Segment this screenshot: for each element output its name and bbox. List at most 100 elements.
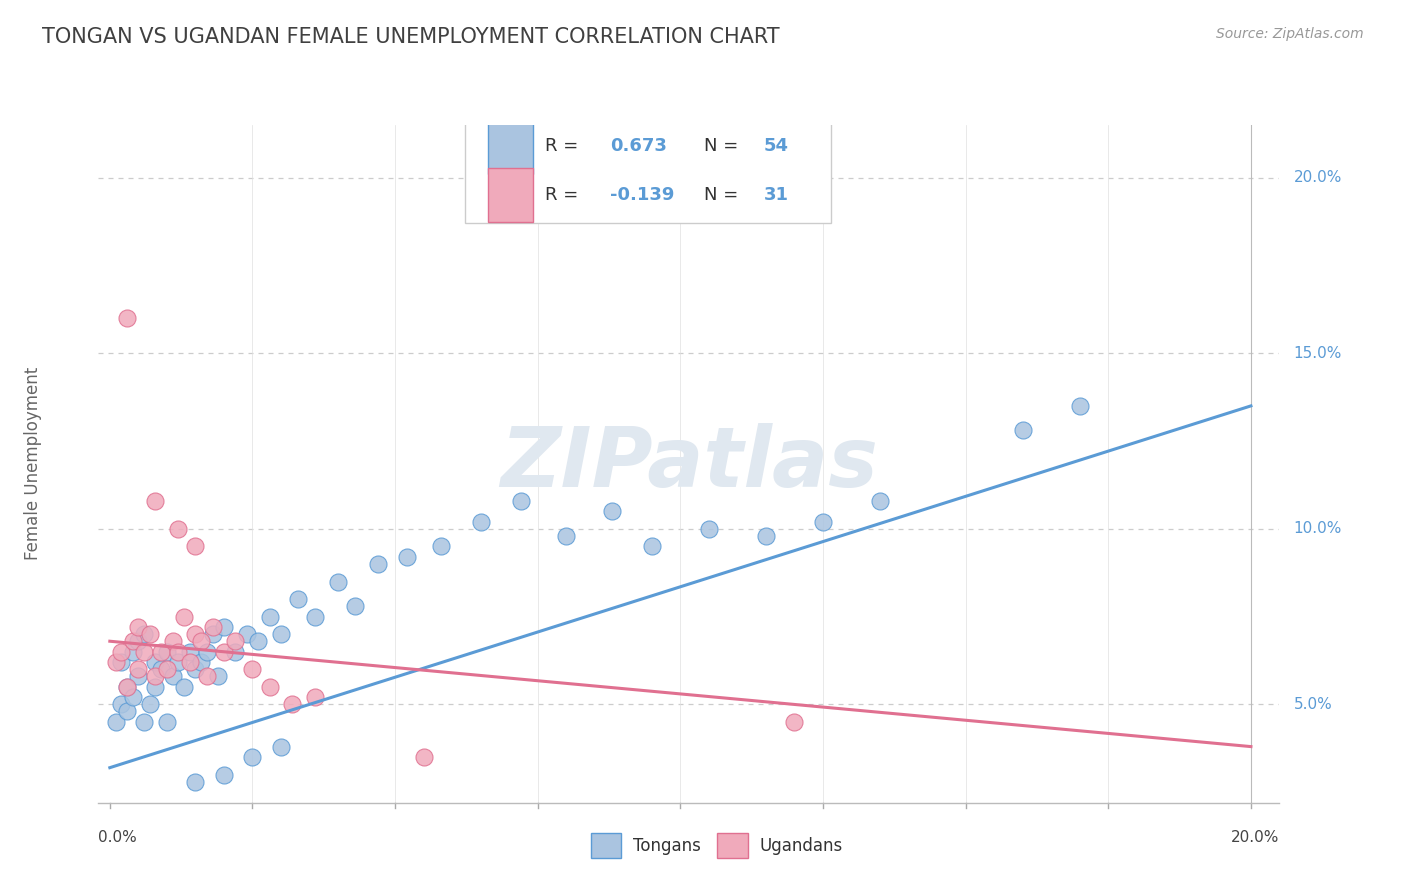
Point	[156, 662, 179, 676]
Point	[212, 767, 235, 781]
Point	[150, 645, 173, 659]
Point	[242, 750, 264, 764]
Text: N =: N =	[704, 137, 744, 155]
Point	[132, 645, 155, 659]
Bar	[488, 120, 533, 174]
Point	[121, 645, 143, 659]
Point	[783, 714, 806, 729]
Point	[811, 515, 834, 529]
Point	[367, 557, 389, 571]
Text: 15.0%: 15.0%	[1294, 346, 1341, 360]
Point	[179, 655, 201, 669]
Point	[145, 655, 167, 669]
Point	[212, 620, 235, 634]
Text: 54: 54	[763, 137, 789, 155]
Point	[304, 690, 326, 705]
Point	[600, 504, 623, 518]
Text: R =: R =	[546, 186, 583, 203]
Point	[104, 714, 127, 729]
Text: Tongans: Tongans	[633, 837, 700, 855]
Text: 10.0%: 10.0%	[1294, 521, 1341, 536]
Point	[162, 634, 184, 648]
Text: -0.139: -0.139	[610, 186, 675, 203]
Point	[162, 669, 184, 683]
Point	[1069, 399, 1091, 413]
Point	[869, 493, 891, 508]
Point	[173, 609, 195, 624]
Point	[139, 627, 162, 641]
Point	[224, 645, 246, 659]
Point	[127, 634, 149, 648]
Text: 0.0%: 0.0%	[98, 830, 138, 845]
Point	[755, 529, 778, 543]
Point	[509, 493, 531, 508]
Text: 20.0%: 20.0%	[1232, 830, 1279, 845]
Point	[190, 655, 212, 669]
Point	[555, 529, 578, 543]
Point	[212, 645, 235, 659]
Point	[110, 655, 132, 669]
Point	[201, 620, 224, 634]
Point	[259, 680, 281, 694]
Point	[190, 634, 212, 648]
Text: 5.0%: 5.0%	[1294, 697, 1333, 712]
Point	[259, 609, 281, 624]
Point	[201, 627, 224, 641]
Point	[121, 690, 143, 705]
Point	[470, 515, 492, 529]
Point	[344, 599, 367, 613]
Text: 31: 31	[763, 186, 789, 203]
Point	[184, 662, 207, 676]
Point	[167, 655, 190, 669]
Point	[115, 311, 138, 326]
Point	[115, 680, 138, 694]
Point	[127, 620, 149, 634]
Point	[145, 680, 167, 694]
Point	[132, 714, 155, 729]
Point	[145, 493, 167, 508]
Bar	[488, 168, 533, 222]
Text: Female Unemployment: Female Unemployment	[24, 368, 42, 560]
Point	[156, 714, 179, 729]
Point	[179, 645, 201, 659]
Point	[115, 705, 138, 719]
Point	[132, 627, 155, 641]
Point	[270, 627, 292, 641]
Point	[195, 669, 218, 683]
Point	[167, 645, 190, 659]
Text: TONGAN VS UGANDAN FEMALE UNEMPLOYMENT CORRELATION CHART: TONGAN VS UGANDAN FEMALE UNEMPLOYMENT CO…	[42, 27, 780, 46]
Point	[110, 645, 132, 659]
Point	[641, 540, 664, 554]
Point	[429, 540, 451, 554]
Point	[110, 698, 132, 712]
Text: Ugandans: Ugandans	[759, 837, 842, 855]
Point	[697, 522, 720, 536]
Text: ZIPatlas: ZIPatlas	[501, 424, 877, 504]
Text: 0.673: 0.673	[610, 137, 666, 155]
Text: Source: ZipAtlas.com: Source: ZipAtlas.com	[1216, 27, 1364, 41]
Point	[121, 634, 143, 648]
Point	[127, 669, 149, 683]
Point	[395, 549, 418, 564]
Point	[1011, 424, 1033, 438]
Point	[304, 609, 326, 624]
Point	[326, 574, 349, 589]
Point	[287, 592, 309, 607]
Point	[270, 739, 292, 754]
Point	[224, 634, 246, 648]
Point	[412, 750, 434, 764]
Point	[104, 655, 127, 669]
Point	[145, 669, 167, 683]
Point	[167, 522, 190, 536]
Text: N =: N =	[704, 186, 744, 203]
FancyBboxPatch shape	[464, 118, 831, 223]
Text: 20.0%: 20.0%	[1294, 170, 1341, 185]
Point	[184, 774, 207, 789]
Point	[242, 662, 264, 676]
Text: R =: R =	[546, 137, 583, 155]
Point	[184, 540, 207, 554]
Point	[195, 645, 218, 659]
Point	[139, 698, 162, 712]
Point	[236, 627, 259, 641]
Point	[156, 645, 179, 659]
